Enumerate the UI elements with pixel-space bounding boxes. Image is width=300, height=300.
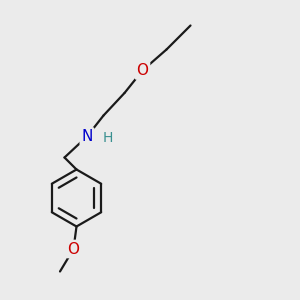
Text: O: O <box>136 63 148 78</box>
Text: H: H <box>103 131 113 145</box>
Text: O: O <box>68 242 80 256</box>
Text: N: N <box>81 129 93 144</box>
